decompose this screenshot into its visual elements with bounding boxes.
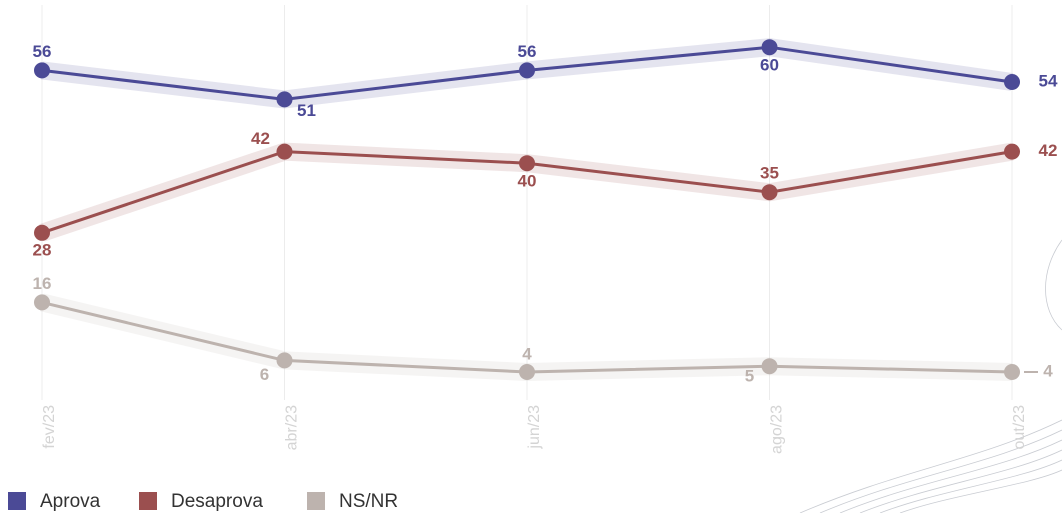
data-label: 40	[518, 172, 537, 191]
point	[1004, 74, 1020, 90]
point	[34, 294, 50, 310]
legend-label: Aprova	[40, 491, 101, 512]
data-label: 4	[1043, 361, 1053, 380]
point	[1004, 144, 1020, 160]
legend: Aprova Desaprova NS/NR	[8, 491, 398, 512]
data-label: 35	[760, 164, 779, 183]
legend-item: Desaprova	[139, 491, 263, 512]
data-label: 42	[251, 129, 270, 148]
x-tick-label: ago/23	[769, 405, 786, 454]
x-tick-label: out/23	[1011, 405, 1028, 450]
legend-label: Desaprova	[171, 491, 263, 512]
point	[277, 352, 293, 368]
data-label: 54	[1039, 71, 1058, 90]
point	[762, 184, 778, 200]
data-label: 28	[33, 240, 52, 259]
legend-swatch	[139, 492, 157, 510]
point	[519, 155, 535, 171]
data-label: 6	[260, 365, 269, 384]
chart: fev/23abr/23jun/23ago/23out/23 565156605…	[0, 0, 1062, 513]
legend-item: Aprova	[8, 491, 101, 512]
data-label: 51	[297, 101, 316, 120]
point	[34, 225, 50, 241]
data-label: 4	[522, 344, 532, 363]
point	[519, 62, 535, 78]
point	[277, 91, 293, 107]
data-label: 5	[745, 367, 754, 386]
point	[34, 62, 50, 78]
x-tick-label: fev/23	[41, 405, 58, 449]
page: {"chart_data": {"type": "line", "categor…	[0, 0, 1062, 513]
legend-label: NS/NR	[339, 491, 398, 512]
point	[762, 358, 778, 374]
legend-item: NS/NR	[307, 491, 398, 512]
x-tick-label: jun/23	[526, 405, 543, 450]
legend-swatch	[307, 492, 325, 510]
data-label: 42	[1039, 141, 1058, 160]
lines	[34, 39, 1038, 380]
legend-swatch	[8, 492, 26, 510]
data-label: 56	[33, 42, 52, 61]
data-label: 56	[518, 42, 537, 61]
point	[1004, 364, 1020, 380]
data-label: 16	[33, 274, 52, 293]
point	[277, 144, 293, 160]
point	[762, 39, 778, 55]
data-label: 60	[760, 56, 779, 75]
x-tick-label: abr/23	[284, 405, 301, 450]
point	[519, 364, 535, 380]
